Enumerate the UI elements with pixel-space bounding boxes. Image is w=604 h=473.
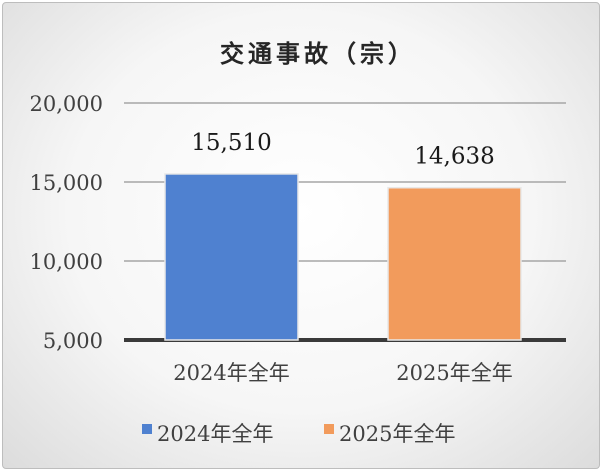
legend: 2024年全年 2025年全年 — [142, 422, 455, 446]
y-tick-label: 5,000 — [43, 329, 103, 353]
category-label-1: 2024年全年 — [173, 361, 289, 385]
y-tick-label: 15,000 — [30, 171, 103, 195]
legend-swatch-1 — [142, 424, 152, 434]
bar-2 — [387, 186, 522, 341]
category-label-2: 2025年全年 — [396, 361, 512, 385]
y-tick-label: 10,000 — [30, 250, 103, 274]
legend-swatch-2 — [324, 424, 334, 434]
chart-title: 交通事故（宗） — [220, 39, 416, 68]
data-label-2: 14,638 — [414, 144, 494, 170]
y-tick-label: 20,000 — [30, 92, 103, 116]
bars — [164, 173, 522, 341]
legend-label-2: 2025年全年 — [339, 422, 455, 446]
bar-1 — [164, 173, 299, 341]
legend-label-1: 2024年全年 — [157, 422, 273, 446]
data-labels: 15,510 14,638 — [191, 130, 494, 170]
x-axis-categories: 2024年全年 2025年全年 — [173, 361, 512, 385]
data-label-1: 15,510 — [191, 130, 271, 156]
y-axis-ticks: 5,000 10,000 15,000 20,000 — [30, 92, 103, 353]
